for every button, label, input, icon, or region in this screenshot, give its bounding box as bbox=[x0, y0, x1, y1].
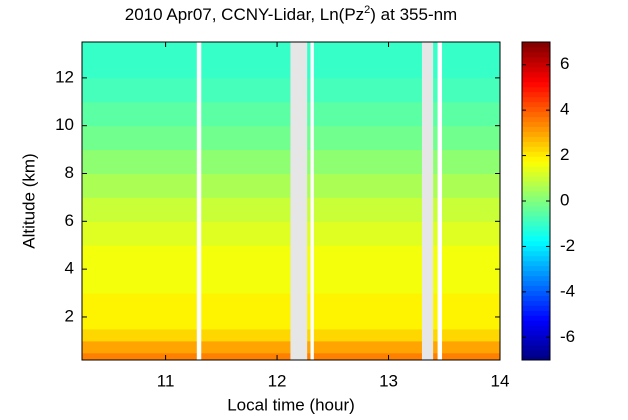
colorbar-step bbox=[522, 106, 550, 113]
x-tick-label: 14 bbox=[491, 371, 510, 390]
colorbar-tick-label: 0 bbox=[560, 190, 569, 209]
colorbar-step bbox=[522, 181, 550, 187]
data-gap bbox=[437, 42, 443, 360]
data-gap bbox=[421, 42, 434, 360]
colorbar-step bbox=[522, 320, 550, 326]
title-text: 2010 Apr07, CCNY-Lidar, Ln(Pz bbox=[125, 5, 364, 24]
colorbar-step bbox=[522, 116, 550, 122]
y-tick-label: 6 bbox=[65, 211, 74, 230]
colorbar-step bbox=[522, 335, 550, 341]
colorbar-step bbox=[522, 315, 550, 321]
data-gap bbox=[196, 42, 202, 360]
colorbar-step bbox=[522, 56, 550, 63]
colorbar-step bbox=[522, 275, 550, 281]
colorbar-step bbox=[522, 325, 550, 331]
colorbar-step bbox=[522, 345, 550, 351]
x-tick-label: 11 bbox=[157, 371, 175, 390]
y-tick-label: 12 bbox=[55, 67, 74, 86]
colorbar-step bbox=[522, 240, 550, 247]
x-tick-label: 13 bbox=[379, 371, 398, 390]
colorbar-tick-label: 6 bbox=[560, 54, 569, 73]
colorbar-step bbox=[522, 280, 550, 286]
colorbar-step bbox=[522, 270, 550, 277]
colorbar-step bbox=[522, 121, 550, 127]
colorbar-step bbox=[522, 86, 550, 93]
colorbar-step bbox=[522, 131, 550, 137]
colorbar-step bbox=[522, 166, 550, 172]
colorbar-step bbox=[522, 176, 550, 182]
colorbar-step bbox=[522, 156, 550, 162]
colorbar-step bbox=[522, 201, 550, 207]
colorbar-step bbox=[522, 81, 550, 88]
colorbar-step bbox=[522, 191, 550, 197]
colorbar-step bbox=[522, 230, 550, 237]
colorbar-step bbox=[522, 136, 550, 142]
data-gap bbox=[290, 42, 308, 360]
colorbar-step bbox=[522, 350, 550, 356]
colorbar-step bbox=[522, 111, 550, 118]
colorbar-step bbox=[522, 300, 550, 306]
colorbar-step bbox=[522, 71, 550, 78]
colorbar-tick-label: 2 bbox=[560, 145, 569, 164]
x-axis-label: Local time (hour) bbox=[227, 395, 355, 414]
colorbar-step bbox=[522, 215, 550, 222]
colorbar-step bbox=[522, 91, 550, 98]
colorbar-tick-label: 4 bbox=[560, 100, 569, 119]
colorbar-step bbox=[522, 305, 550, 311]
y-tick-label: 4 bbox=[65, 259, 74, 278]
y-tick-label: 10 bbox=[55, 115, 74, 134]
colorbar-step bbox=[522, 151, 550, 157]
colorbar-step bbox=[522, 205, 550, 212]
y-tick-label: 8 bbox=[65, 163, 74, 182]
colorbar-step bbox=[522, 235, 550, 242]
colorbar-step bbox=[522, 220, 550, 227]
colorbar-step bbox=[522, 260, 550, 267]
colorbar-step bbox=[522, 265, 550, 272]
colorbar-step bbox=[522, 186, 550, 192]
colorbar-step bbox=[522, 295, 550, 301]
colorbar-step bbox=[522, 340, 550, 346]
colorbar-step bbox=[522, 96, 550, 103]
colorbar-step bbox=[522, 255, 550, 262]
colorbar-step bbox=[522, 66, 550, 73]
y-axis-label: Altitude (km) bbox=[19, 153, 38, 248]
colorbar-step bbox=[522, 171, 550, 177]
colorbar-tick-label: -2 bbox=[560, 236, 575, 255]
title-text: ) at 355-nm bbox=[370, 5, 457, 24]
colorbar-step bbox=[522, 46, 550, 53]
colorbar-step bbox=[522, 285, 550, 291]
colorbar-step bbox=[522, 101, 550, 108]
colorbar-step bbox=[522, 210, 550, 217]
colorbar-step bbox=[522, 196, 550, 202]
colorbar-step bbox=[522, 355, 550, 361]
x-tick-label: 12 bbox=[268, 371, 287, 390]
chart-title: 2010 Apr07, CCNY-Lidar, Ln(Pz2) at 355-n… bbox=[125, 4, 457, 25]
colorbar-tick-label: -6 bbox=[560, 327, 575, 346]
colorbar-step bbox=[522, 161, 550, 167]
colorbar-step bbox=[522, 290, 550, 296]
colorbar-step bbox=[522, 126, 550, 132]
colorbar-step bbox=[522, 330, 550, 336]
colorbar-step bbox=[522, 61, 550, 68]
colorbar-step bbox=[522, 310, 550, 316]
title-superscript: 2 bbox=[364, 4, 370, 16]
colorbar-step bbox=[522, 245, 550, 252]
colorbar-step bbox=[522, 225, 550, 232]
colorbar-step bbox=[522, 42, 550, 48]
colorbar-step bbox=[522, 146, 550, 152]
data-gap bbox=[310, 42, 314, 360]
colorbar-step bbox=[522, 250, 550, 257]
colorbar-step bbox=[522, 141, 550, 147]
plot-frame bbox=[81, 41, 501, 361]
colorbar-step bbox=[522, 51, 550, 58]
colorbar-tick-label: -4 bbox=[560, 281, 575, 300]
colorbar-step bbox=[522, 76, 550, 83]
y-tick-label: 2 bbox=[65, 306, 74, 325]
